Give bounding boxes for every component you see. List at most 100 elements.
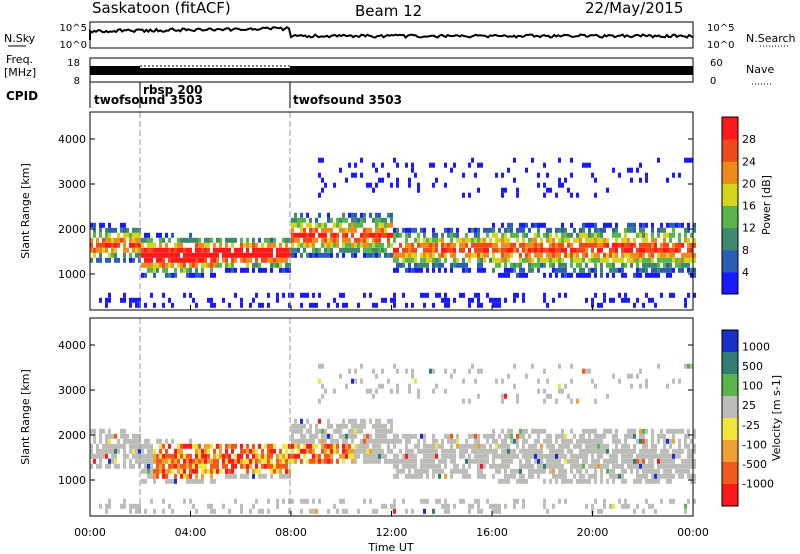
velocity-cell <box>252 448 255 454</box>
power-cell <box>555 192 558 198</box>
power-cell <box>351 232 354 238</box>
power-cell <box>342 292 345 298</box>
power-cell <box>588 242 591 248</box>
power-cell <box>651 247 654 253</box>
power-cell <box>213 302 216 308</box>
power-cell <box>96 257 99 263</box>
velocity-cell <box>183 498 186 504</box>
power-cell <box>195 267 198 273</box>
velocity-cell <box>672 463 675 469</box>
velocity-cell <box>378 448 381 454</box>
power-cell <box>636 272 639 278</box>
velocity-cell <box>360 438 363 444</box>
power-cell <box>189 252 192 258</box>
power-cell <box>450 267 453 273</box>
velocity-cell <box>351 423 354 429</box>
velocity-cell <box>402 433 405 439</box>
power-cell <box>345 177 348 183</box>
power-cell <box>495 172 498 178</box>
power-cell <box>546 227 549 233</box>
velocity-cell <box>558 383 561 389</box>
power-cell <box>243 257 246 263</box>
velocity-cell <box>168 463 171 469</box>
power-cell <box>315 217 318 223</box>
velocity-cell <box>426 463 429 469</box>
velocity-cell <box>597 433 600 439</box>
velocity-cell <box>459 453 462 459</box>
velocity-cell <box>603 433 606 439</box>
power-cell <box>363 227 366 233</box>
power-cell <box>408 232 411 238</box>
power-cell <box>582 247 585 253</box>
velocity-cell <box>555 458 558 464</box>
power-cell <box>522 227 525 233</box>
velocity-cell <box>537 448 540 454</box>
velocity-cell <box>669 473 672 479</box>
power-cell <box>375 222 378 228</box>
power-cell <box>171 247 174 253</box>
power-cell <box>342 212 345 218</box>
power-cell <box>504 227 507 233</box>
velocity-cell <box>186 458 189 464</box>
power-cell <box>228 237 231 243</box>
power-cell <box>612 297 615 303</box>
velocity-cell <box>105 508 108 514</box>
velocity-cell <box>648 503 651 509</box>
power-cell <box>318 157 321 163</box>
velocity-cell <box>195 508 198 514</box>
velocity-cell <box>267 463 270 469</box>
power-cell <box>636 247 639 253</box>
power-cell <box>162 267 165 273</box>
velocity-cell <box>408 438 411 444</box>
velocity-cell <box>612 503 615 509</box>
velocity-cell <box>300 438 303 444</box>
power-cell <box>246 262 249 268</box>
power-cell <box>468 257 471 263</box>
velocity-cell <box>510 428 513 434</box>
power-cell <box>564 252 567 258</box>
velocity-cell <box>549 433 552 439</box>
power-cell <box>162 302 165 308</box>
power-cell <box>414 227 417 233</box>
velocity-cell <box>408 458 411 464</box>
velocity-cell <box>186 478 189 484</box>
power-cell <box>633 227 636 233</box>
velocity-cell <box>264 473 267 479</box>
power-cell <box>123 232 126 238</box>
power-cell <box>621 237 624 243</box>
velocity-cell <box>213 448 216 454</box>
velocity-cell <box>153 468 156 474</box>
power-cell <box>489 237 492 243</box>
velocity-cell <box>561 468 564 474</box>
power-cell <box>603 227 606 233</box>
power-cell <box>324 252 327 258</box>
velocity-cell <box>669 438 672 444</box>
power-cell <box>375 252 378 258</box>
power-cell <box>585 297 588 303</box>
power-cell <box>642 267 645 273</box>
power-cell <box>390 222 393 228</box>
velocity-cell <box>360 378 363 384</box>
power-cell <box>309 242 312 248</box>
velocity-cell <box>477 473 480 479</box>
velocity-cell <box>474 498 477 504</box>
velocity-cell <box>159 463 162 469</box>
power-cell <box>303 242 306 248</box>
power-cell <box>348 227 351 233</box>
power-cell <box>291 222 294 228</box>
velocity-cell <box>462 468 465 474</box>
velocity-cell <box>240 443 243 449</box>
velocity-cell <box>423 438 426 444</box>
velocity-cell <box>516 478 519 484</box>
velocity-cell <box>156 453 159 459</box>
power-cell <box>618 257 621 263</box>
velocity-cell <box>462 443 465 449</box>
power-cell <box>321 222 324 228</box>
power-cell <box>288 252 291 258</box>
power-cell <box>252 247 255 253</box>
velocity-cell <box>642 448 645 454</box>
power-cell <box>141 252 144 258</box>
velocity-cell <box>390 503 393 509</box>
velocity-cell <box>546 433 549 439</box>
power-cell <box>618 232 621 238</box>
